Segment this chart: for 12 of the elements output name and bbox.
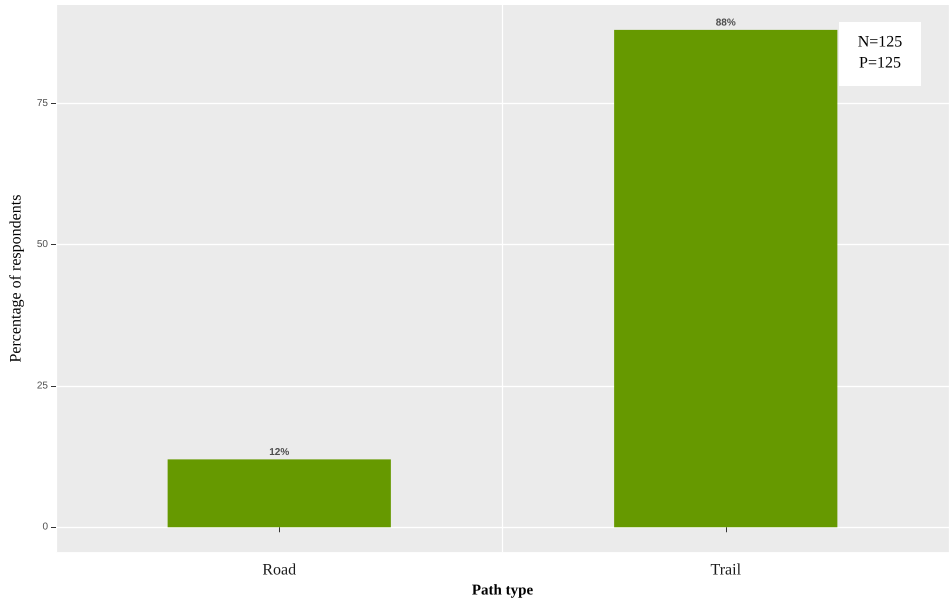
y-axis-title: Percentage of respondents xyxy=(8,194,24,363)
data-label: 88% xyxy=(716,17,736,28)
annotation: N=125 xyxy=(858,34,902,50)
x-axis-title: Path type xyxy=(472,582,534,598)
y-tick-label: 75 xyxy=(36,98,48,109)
y-tick-label: 0 xyxy=(42,522,48,533)
x-tick-label: Trail xyxy=(710,562,742,579)
x-tick-label: Road xyxy=(262,562,296,579)
y-tick-label: 50 xyxy=(36,239,48,250)
y-tick-label: 25 xyxy=(36,380,48,392)
annotation: P=125 xyxy=(859,54,901,72)
data-label: 12% xyxy=(269,446,290,458)
